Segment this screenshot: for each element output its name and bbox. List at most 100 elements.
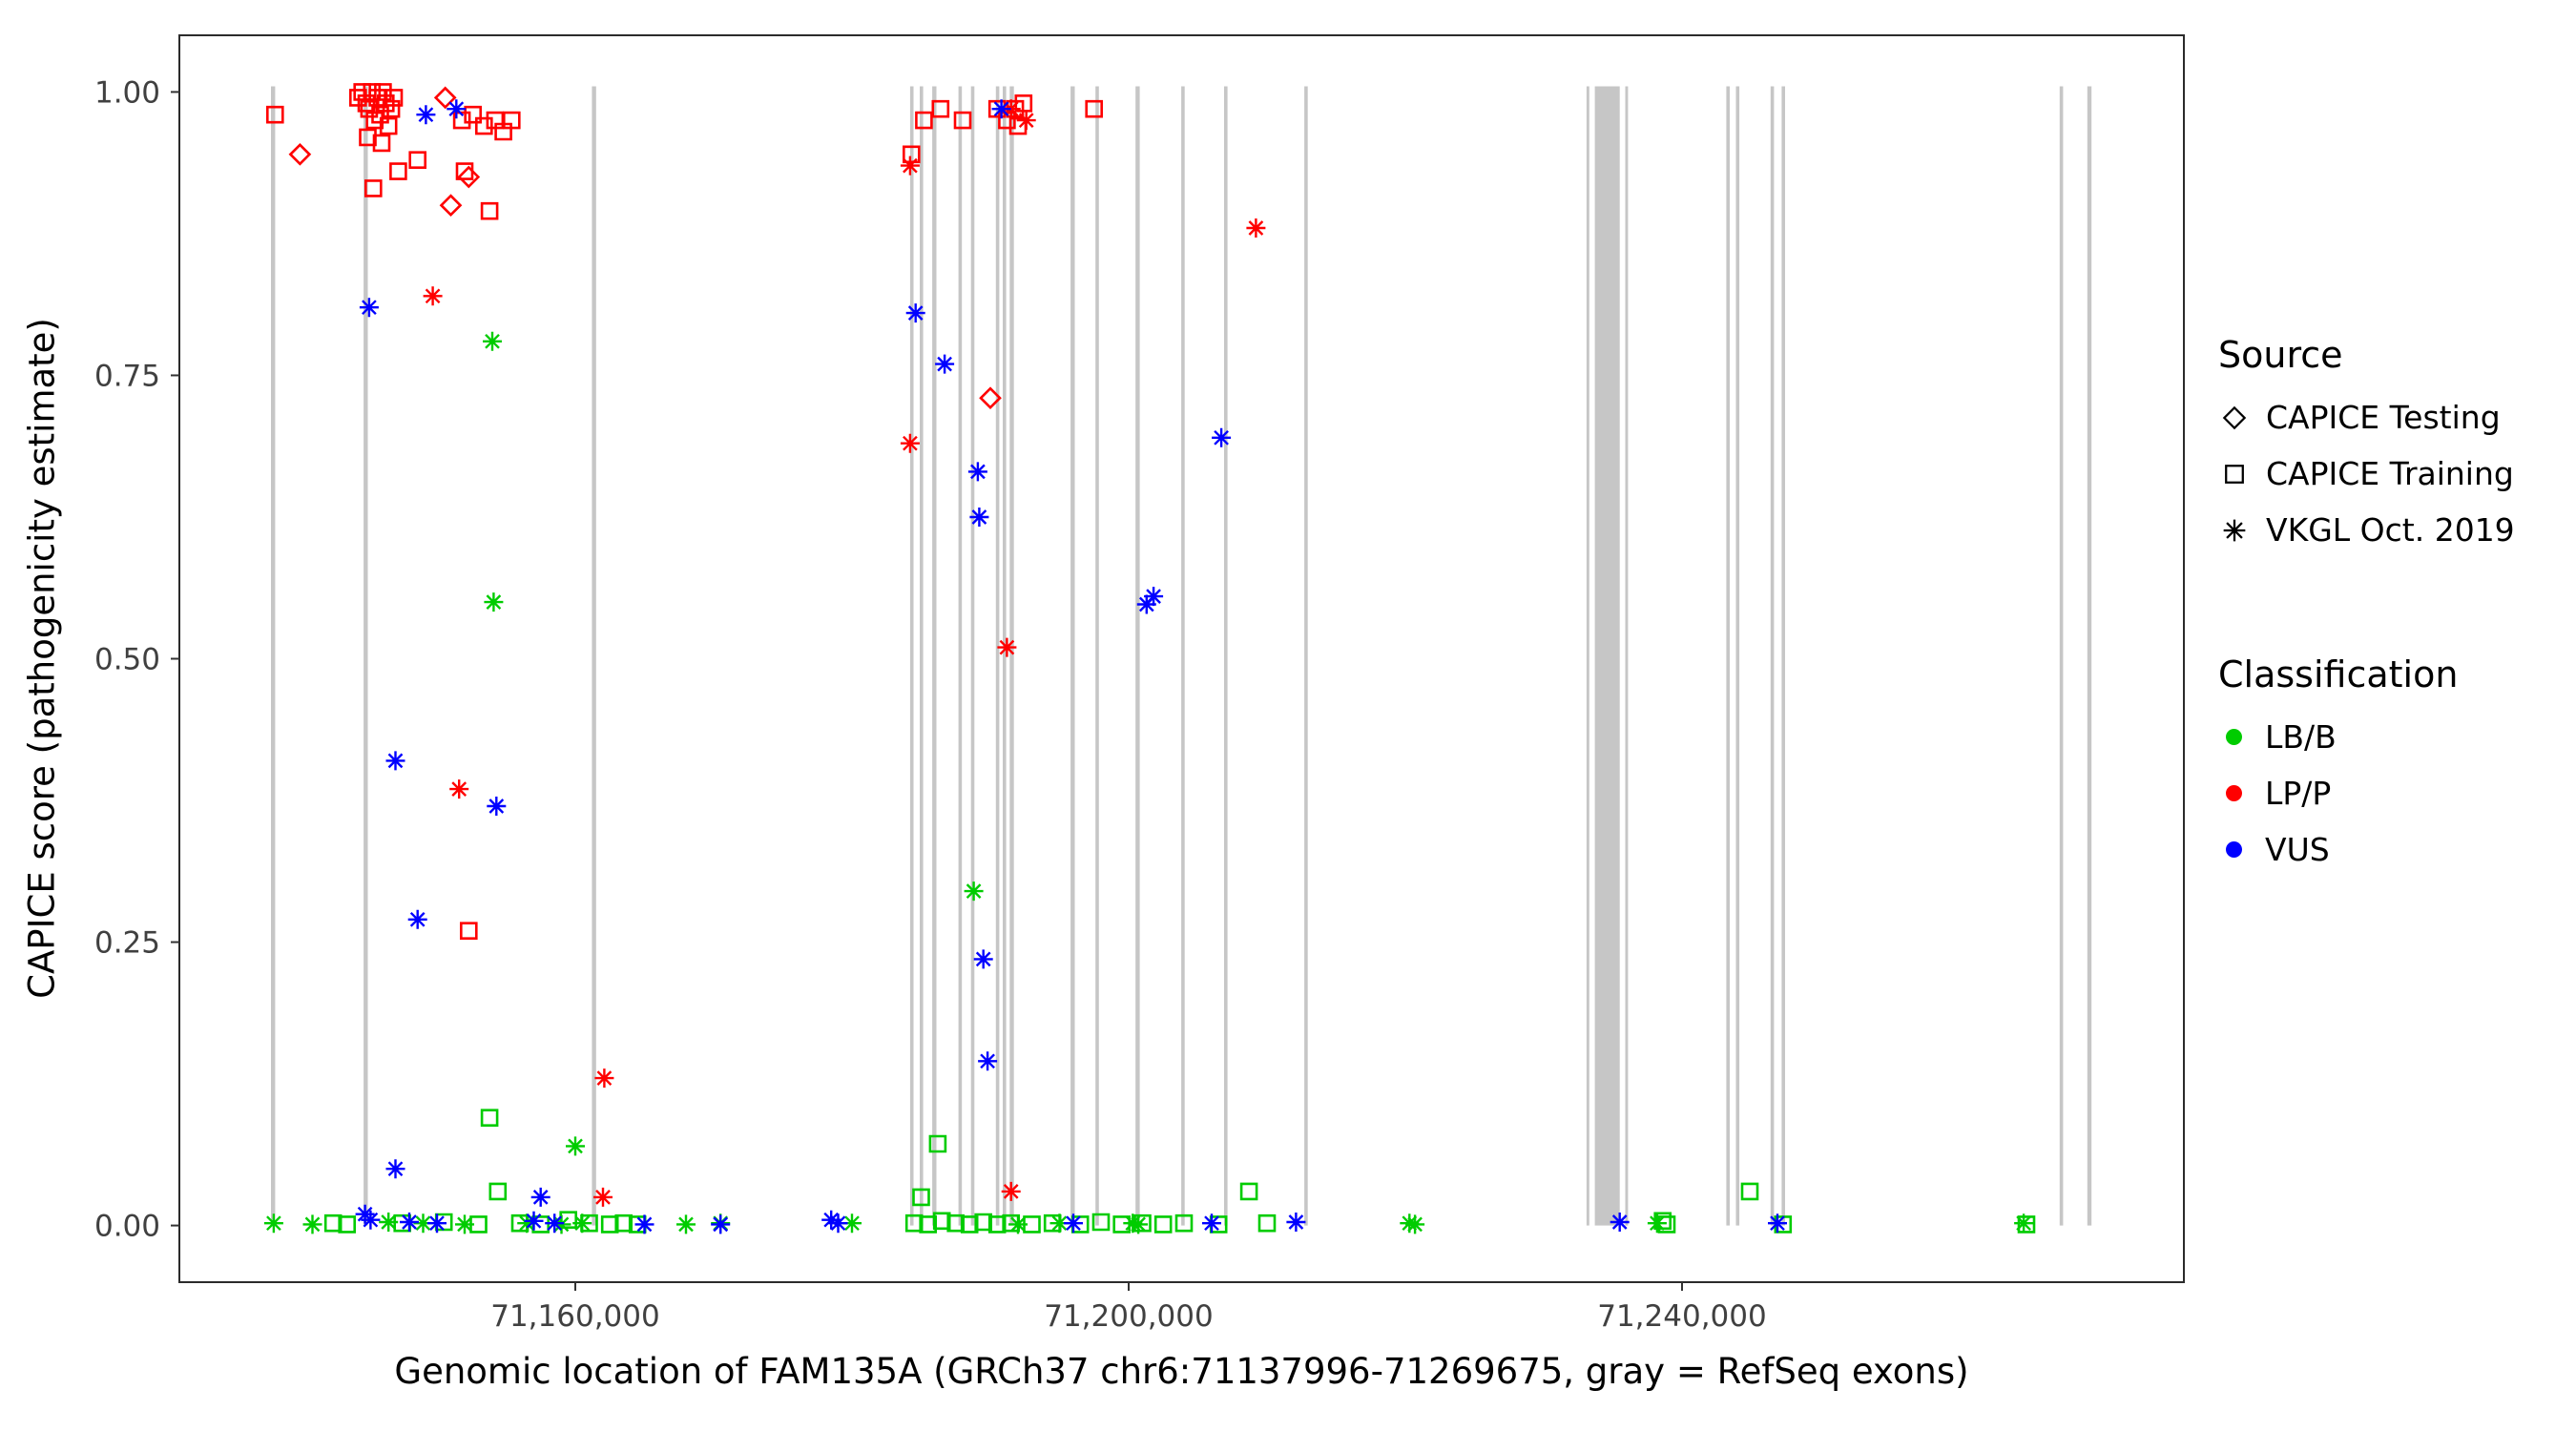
point-vkgl-lbb — [1405, 1214, 1425, 1234]
legend-item-capice-training: CAPICE Training — [2218, 455, 2515, 492]
point-training-lpp — [474, 116, 493, 135]
point-vkgl-vus — [1286, 1213, 1306, 1232]
refseq-exon-band — [1009, 86, 1014, 1226]
point-vkgl-vus — [969, 508, 989, 527]
point-vkgl-vus — [407, 909, 427, 929]
point-training-lpp — [384, 89, 404, 107]
point-vkgl-lbb — [2014, 1213, 2034, 1234]
point-vkgl-vus — [1768, 1213, 1787, 1234]
point-training-lbb — [1112, 1215, 1131, 1234]
point-vkgl-vus — [991, 99, 1011, 119]
point-training-lpp — [902, 145, 921, 164]
refseq-exon-band — [1224, 86, 1228, 1226]
point-vkgl-lpp — [997, 637, 1017, 657]
point-vkgl-vus — [359, 298, 379, 318]
diamond-icon — [2222, 405, 2247, 429]
point-vkgl-lbb — [455, 1214, 474, 1234]
point-vkgl-lpp — [900, 433, 920, 453]
point-training-lpp — [365, 111, 384, 130]
refseq-exon-band — [1304, 86, 1308, 1226]
point-vkgl-vus — [545, 1213, 565, 1234]
point-training-lbb — [960, 1215, 979, 1234]
point-vkgl-lbb — [1049, 1213, 1070, 1234]
point-vkgl-vus — [973, 949, 993, 969]
legend-item-capice-testing: CAPICE Testing — [2218, 399, 2515, 436]
point-vkgl-vus — [447, 99, 467, 119]
point-training-lpp — [376, 94, 395, 113]
point-training-lpp — [382, 99, 401, 118]
point-testing-lpp — [433, 86, 457, 110]
legend-item-label: VKGL Oct. 2019 — [2266, 511, 2515, 549]
refseq-exon-band — [1095, 86, 1099, 1226]
legend-item-vkgl: VKGL Oct. 2019 — [2218, 511, 2515, 549]
refseq-exon-band — [592, 86, 596, 1226]
point-training-lpp — [494, 122, 512, 141]
legend-source-title: Source — [2218, 334, 2343, 376]
point-training-lpp — [368, 89, 386, 107]
point-training-lpp — [348, 89, 367, 107]
point-training-lbb — [1239, 1182, 1258, 1201]
point-training-lpp — [459, 922, 478, 941]
refseq-exon-band — [2087, 86, 2092, 1226]
x-tick-label: 71,200,000 — [1044, 1299, 1214, 1334]
point-vkgl-lbb — [379, 1213, 399, 1232]
refseq-exon-band — [1770, 86, 1775, 1226]
asterisk-icon — [2223, 519, 2246, 541]
point-training-lbb — [928, 1134, 947, 1153]
legend-item-label: CAPICE Training — [2266, 455, 2514, 492]
point-training-lbb — [1023, 1215, 1041, 1234]
point-training-lpp — [360, 99, 379, 118]
point-vkgl-lbb — [484, 592, 504, 612]
point-vkgl-vus — [400, 1213, 419, 1232]
point-vkgl-lbb — [263, 1213, 283, 1234]
point-training-lpp — [464, 105, 483, 124]
point-training-lbb — [932, 1212, 951, 1231]
point-training-lpp — [408, 151, 427, 169]
point-training-lbb — [1174, 1213, 1194, 1233]
legend-item-vus: VUS — [2218, 831, 2515, 868]
point-testing-lpp — [288, 142, 312, 166]
point-training-lpp — [486, 111, 505, 130]
x-tick-label: 71,160,000 — [490, 1299, 660, 1334]
point-training-lpp — [915, 111, 933, 130]
refseq-exon-band — [2059, 86, 2064, 1226]
point-vkgl-vus — [1136, 594, 1156, 614]
point-training-lpp — [953, 111, 972, 130]
point-training-lpp — [998, 111, 1016, 130]
point-training-lpp — [455, 162, 474, 180]
point-testing-lpp — [457, 165, 481, 189]
point-training-lbb — [1657, 1215, 1676, 1234]
point-vkgl-vus — [416, 105, 436, 125]
point-training-lpp — [265, 105, 284, 124]
legend-classification-section: Classification LB/B LP/P VUS — [2218, 653, 2515, 887]
point-training-lpp — [1014, 94, 1033, 113]
refseq-exon-band — [1625, 86, 1629, 1226]
point-vkgl-vus — [634, 1214, 654, 1234]
legend-item-label: LB/B — [2265, 718, 2337, 756]
point-training-lbb — [469, 1215, 488, 1234]
point-vkgl-lbb — [1123, 1213, 1143, 1234]
point-training-lpp — [987, 99, 1007, 118]
refseq-exon-band — [970, 86, 975, 1226]
y-tick-label: 0.75 — [94, 359, 160, 393]
point-vkgl-vus — [361, 1210, 381, 1230]
y-axis-title: CAPICE score (pathogenicity estimate) — [21, 318, 63, 999]
legend-source-section: Source CAPICE Testing CAPICE Training VK… — [2218, 334, 2515, 568]
point-vkgl-lpp — [1016, 111, 1036, 131]
refseq-exon-band — [932, 86, 937, 1226]
point-training-lpp — [502, 111, 521, 130]
lbb-dot-icon — [2226, 729, 2242, 745]
refseq-exon-band — [1135, 86, 1140, 1226]
legend-item-label: VUS — [2265, 831, 2330, 868]
point-training-lpp — [1085, 99, 1103, 118]
point-vkgl-vus — [530, 1187, 551, 1207]
point-vkgl-vus — [1212, 427, 1232, 447]
x-tick-label: 71,240,000 — [1597, 1299, 1767, 1334]
point-training-lpp — [372, 134, 391, 153]
y-tick-label: 0.00 — [94, 1210, 160, 1244]
refseq-exon-band — [995, 86, 1000, 1226]
x-axis-title: Genomic location of FAM135A (GRCh37 chr6… — [394, 1351, 1969, 1392]
point-vkgl-vus — [821, 1210, 841, 1230]
refseq-exon-band — [958, 86, 963, 1226]
